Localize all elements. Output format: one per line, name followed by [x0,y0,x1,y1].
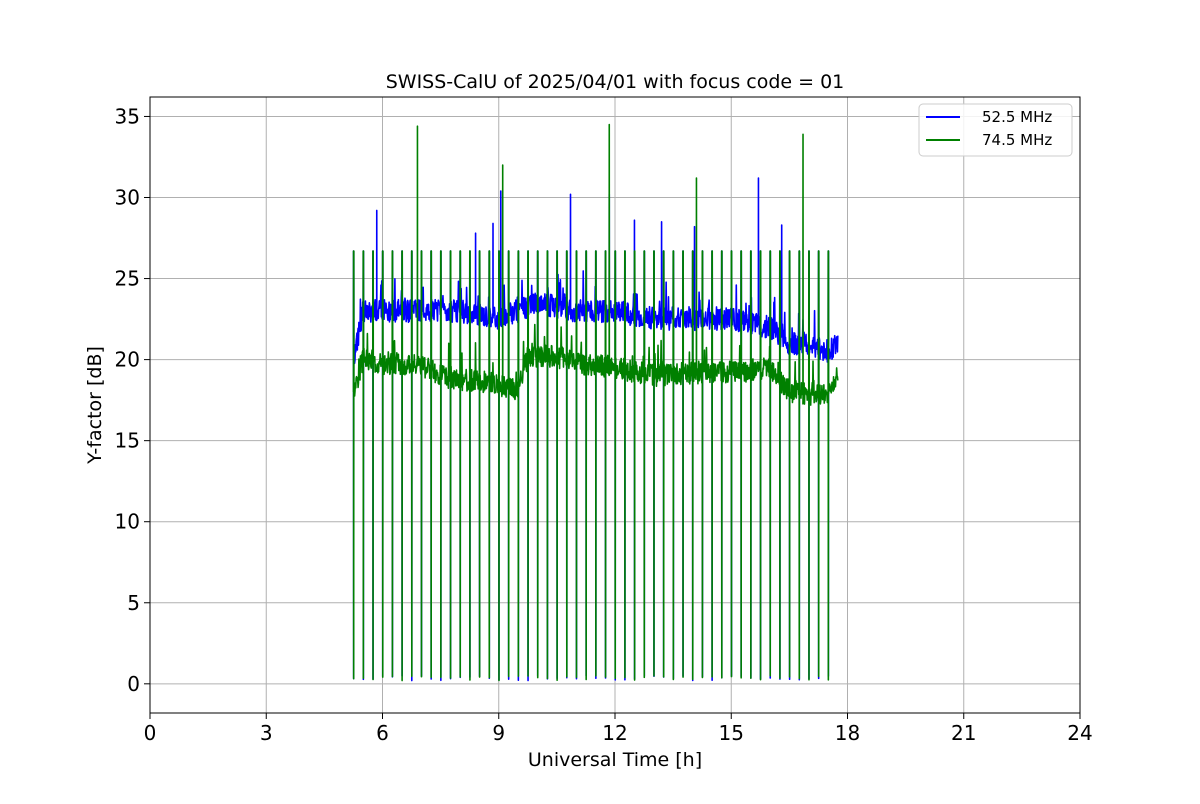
chart-title: SWISS-CalU of 2025/04/01 with focus code… [386,71,845,93]
y-tick-label: 15 [115,429,140,453]
x-tick-label: 3 [260,721,273,745]
x-tick-label: 12 [602,721,627,745]
y-axis-label: Y-factor [dB] [84,346,106,465]
legend-label-74-5: 74.5 MHz [982,131,1052,149]
legend-label-52-5: 52.5 MHz [982,108,1052,126]
x-tick-label: 9 [492,721,505,745]
tick-layer: 0 3 6 9 12 15 18 21 24 0 5 10 15 20 25 30 35 [115,104,1093,745]
y-tick-label: 5 [127,591,140,615]
x-tick-label: 21 [951,721,976,745]
x-tick-label: 6 [376,721,389,745]
series-layer [352,123,839,682]
y-tick-label: 30 [115,186,140,210]
x-tick-label: 18 [835,721,860,745]
y-tick-label: 10 [115,510,140,534]
x-axis-label: Universal Time [h] [528,749,702,771]
x-tick-label: 15 [719,721,744,745]
y-tick-label: 35 [115,104,140,128]
y-tick-label: 25 [115,267,140,291]
y-tick-label: 20 [115,348,140,372]
legend: 52.5 MHz 74.5 MHz [918,103,1073,157]
x-tick-label: 0 [144,721,157,745]
y-tick-label: 0 [127,672,140,696]
x-tick-label: 24 [1067,721,1092,745]
series-line-74-5-mhz [352,123,839,682]
